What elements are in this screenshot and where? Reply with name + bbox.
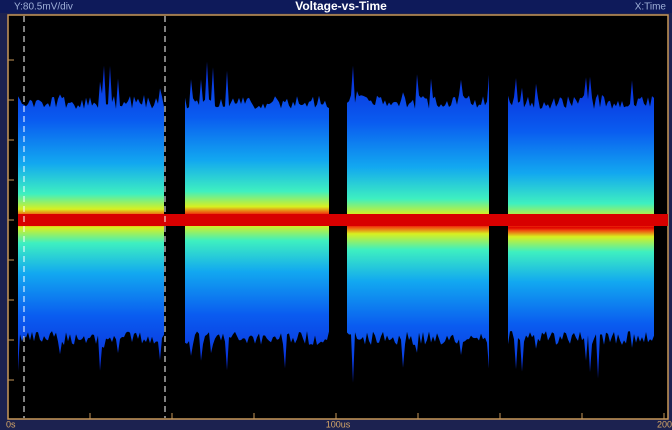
x-axis-label: 100us [326,419,351,429]
x-axis-label: 200 [657,419,672,429]
title: Voltage-vs-Time [295,0,387,13]
baseline-trace [18,214,668,226]
y-scale: Y:80.5mV/div [14,2,73,13]
header-bar [0,0,672,13]
x-label: X:Time [635,2,667,13]
x-axis-label: 0s [6,419,16,429]
burst [508,76,654,379]
